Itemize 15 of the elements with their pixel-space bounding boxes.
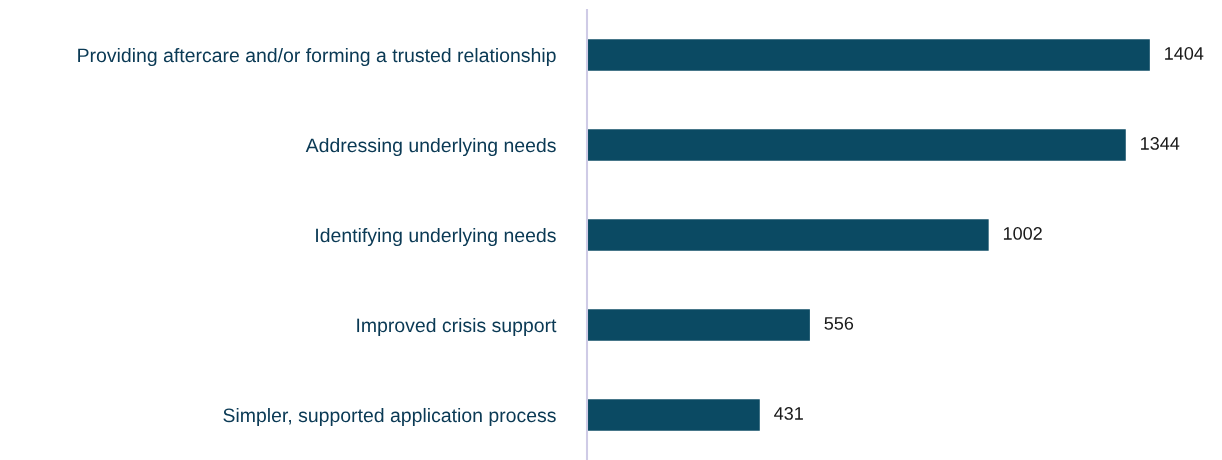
bar [587,129,1126,161]
y-tick-label: Providing aftercare and/or forming a trusted relationship [78,47,556,67]
bar [587,309,810,341]
bar [587,39,1150,71]
data-label: 431 [774,407,803,420]
data-label: 1344 [1141,137,1180,150]
data-label: 1002 [1003,227,1042,240]
bar [587,399,760,431]
y-tick-label: Improved crisis support [357,317,557,337]
y-tick-label: Addressing underlying needs [305,137,556,157]
data-label: 556 [824,317,854,330]
y-tick-label: Simpler, supported application process [223,407,556,427]
data-label: 1404 [1165,47,1204,60]
bar [587,219,989,251]
y-tick-label: Identifying underlying needs [316,227,556,247]
